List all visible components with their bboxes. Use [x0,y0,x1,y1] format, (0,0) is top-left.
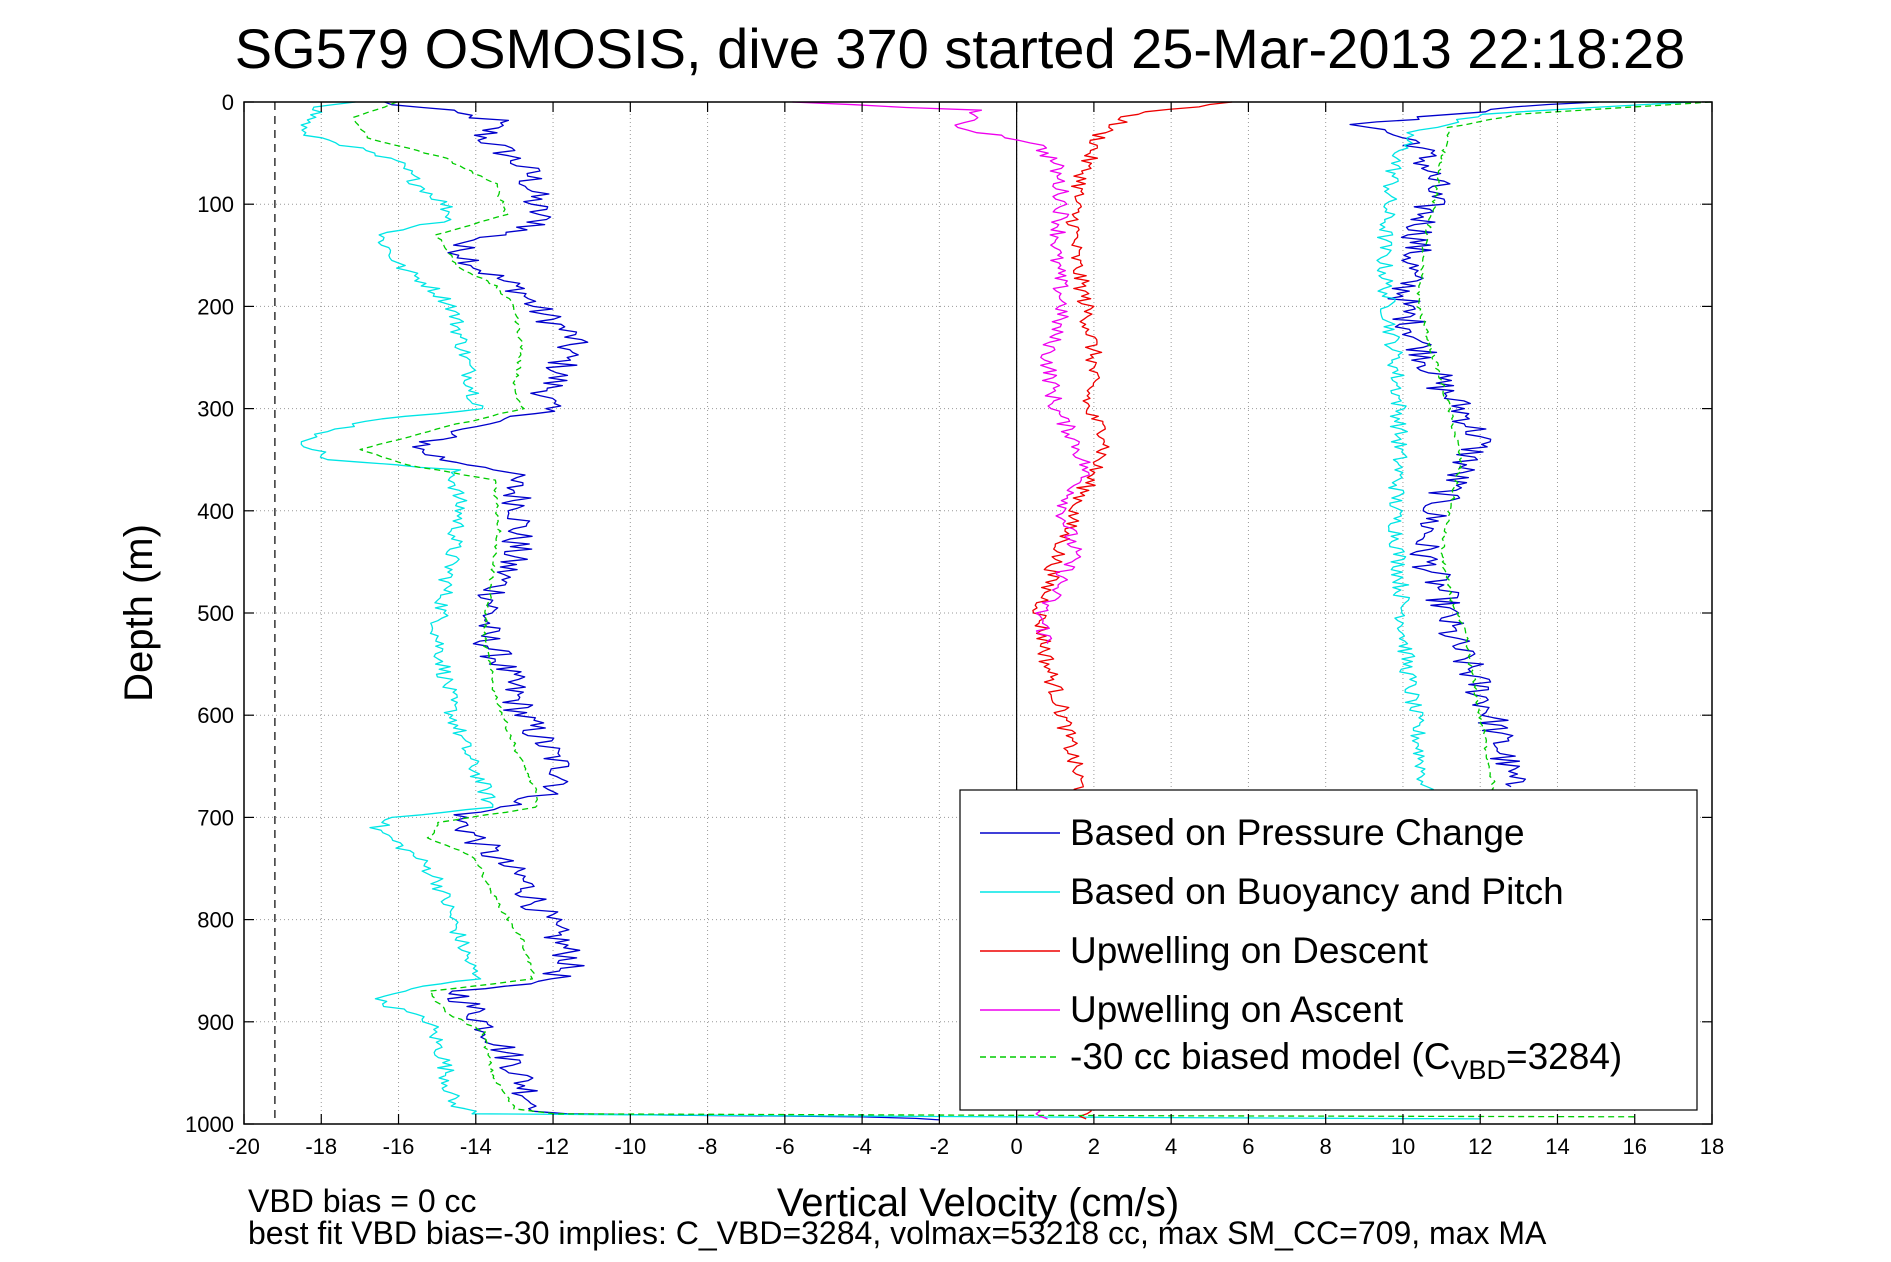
series-line-0-0 [384,101,940,1121]
series-line-4-1 [1415,101,1712,798]
y-tick-label: 0 [222,90,234,115]
x-tick-label: -4 [852,1134,872,1159]
x-tick-label: -12 [537,1134,569,1159]
y-tick-label: 300 [197,397,234,422]
y-tick-label: 200 [197,294,234,319]
series-line-0-1 [1349,101,1600,788]
x-tick-label: -18 [305,1134,337,1159]
y-tick-label: 600 [197,703,234,728]
y-axis-label: Depth (m) [117,524,161,702]
x-tick-label: -10 [614,1134,646,1159]
y-tick-label: 900 [197,1010,234,1035]
legend: Based on Pressure Change Based on Buoyanc… [959,789,1698,1111]
x-tick-label: 10 [1391,1134,1415,1159]
x-tick-label: 0 [1011,1134,1023,1159]
x-tick-label: 16 [1622,1134,1646,1159]
series-line-1-0 [300,101,1481,1120]
legend-box [959,789,1698,1111]
x-tick-label: -20 [228,1134,260,1159]
y-tick-label: 800 [197,908,234,933]
legend-label-0: Based on Pressure Change [1070,812,1525,853]
legend-label-3: Upwelling on Ascent [1070,989,1404,1030]
series-line-4-0 [353,101,1635,1118]
annotation-vbd-bias: VBD bias = 0 cc [248,1183,477,1219]
y-tick-label: 100 [197,192,234,217]
legend-label-2: Upwelling on Descent [1070,930,1429,971]
x-tick-label: 4 [1165,1134,1177,1159]
annotation-best-fit: best fit VBD bias=-30 implies: C_VBD=328… [248,1215,1547,1251]
grid-lines [244,102,1712,1124]
y-tick-label: 400 [197,499,234,524]
legend-label-1: Based on Buoyancy and Pitch [1070,871,1564,912]
x-tick-label: 6 [1242,1134,1254,1159]
x-tick-label: 8 [1320,1134,1332,1159]
x-tick-label: -6 [775,1134,795,1159]
series-line-1-1 [1376,101,1693,798]
data-series [300,101,1712,1121]
x-axis-label: Vertical Velocity (cm/s) [777,1181,1179,1225]
chart-title: SG579 OSMOSIS, dive 370 started 25-Mar-2… [235,17,1686,80]
x-tick-label: -2 [930,1134,950,1159]
x-tick-label: 14 [1545,1134,1569,1159]
legend-label-4: -30 cc biased model (CVBD=3284) [1070,1036,1622,1085]
series-line-3-0 [792,101,1091,644]
x-tick-label: 18 [1700,1134,1724,1159]
y-tick-label: 700 [197,805,234,830]
x-tick-label: -16 [383,1134,415,1159]
y-tick-label: 500 [197,601,234,626]
x-tick-label: -8 [698,1134,718,1159]
x-tick-label: 12 [1468,1134,1492,1159]
x-tick-label: -14 [460,1134,492,1159]
x-tick-label: 2 [1088,1134,1100,1159]
series-line-2-0 [1032,101,1233,808]
y-tick-label: 1000 [185,1112,234,1137]
axis-ticks: -20 -18 -16 -14 -12 -10 -8 -6 -4 -2 0 2 4 6 8 10 12 14 16 1… [185,90,1724,1159]
